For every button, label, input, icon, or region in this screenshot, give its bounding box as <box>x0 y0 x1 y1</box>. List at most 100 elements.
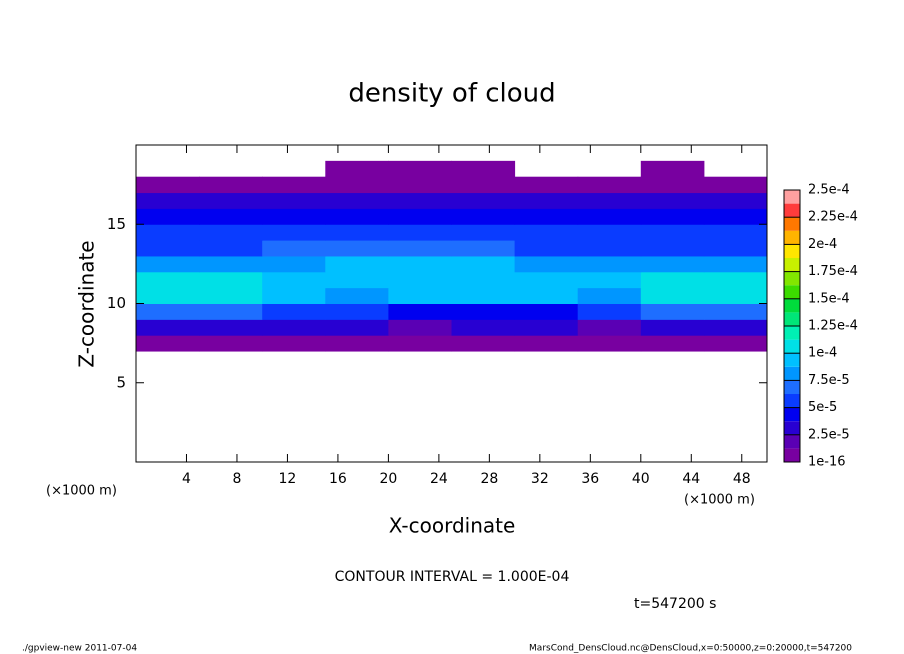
y-tick-label: 5 <box>116 373 126 391</box>
colorbar-swatch <box>784 448 800 462</box>
colorbar-swatch <box>784 434 800 449</box>
footer: ./gpview-new 2011-07-04 <box>22 644 137 654</box>
cell <box>199 287 263 304</box>
cell <box>577 224 642 241</box>
colorbar-swatch <box>784 244 800 258</box>
cell <box>514 303 579 320</box>
colorbar-label: 2.5e-5 <box>808 427 850 442</box>
cell <box>136 208 200 225</box>
cell <box>325 335 389 352</box>
cell <box>703 319 768 336</box>
cell <box>514 335 579 352</box>
cell <box>325 240 389 257</box>
cell <box>136 303 200 320</box>
cell <box>577 255 642 273</box>
cell <box>325 287 389 304</box>
cell <box>262 240 326 257</box>
cell <box>136 176 200 194</box>
cell <box>514 176 579 194</box>
colorbar-swatch <box>784 217 800 231</box>
y-tick-label: 10 <box>107 294 126 312</box>
cell <box>325 255 389 273</box>
colorbar-swatch <box>784 339 800 354</box>
cell <box>136 335 200 352</box>
cell <box>325 224 389 241</box>
cell <box>640 271 705 289</box>
cell <box>136 319 200 336</box>
cell <box>325 271 389 289</box>
cell <box>136 224 200 241</box>
cell <box>262 303 326 320</box>
x-tick-label: 44 <box>682 471 700 487</box>
colorbar-swatch <box>784 366 800 381</box>
x-tick-label: 20 <box>379 471 397 487</box>
colorbar-swatch <box>784 407 800 422</box>
cell <box>388 208 452 225</box>
cell <box>388 240 452 257</box>
cell <box>703 208 768 225</box>
colorbar-label: 2e-4 <box>808 237 837 252</box>
x-tick-label: 16 <box>329 471 347 487</box>
colorbar-swatch <box>784 421 800 435</box>
cell <box>262 224 326 241</box>
colorbar-label: 7.5e-5 <box>808 373 850 388</box>
cell <box>640 224 705 241</box>
cell <box>640 240 705 257</box>
colorbar-swatch <box>784 312 800 326</box>
cell <box>199 335 263 352</box>
x-tick-label: 28 <box>480 471 498 487</box>
cell <box>388 287 452 304</box>
field <box>136 160 768 352</box>
cell <box>136 255 200 273</box>
cell <box>388 271 452 289</box>
cell <box>577 192 642 209</box>
cell <box>388 160 452 178</box>
cell <box>703 192 768 209</box>
cell <box>640 176 705 194</box>
cell <box>199 240 263 257</box>
cell <box>136 271 200 289</box>
colorbar-label: 1.75e-4 <box>808 264 858 279</box>
cell <box>703 335 768 352</box>
cell <box>325 208 389 225</box>
cell <box>262 271 326 289</box>
cell <box>388 255 452 273</box>
cell <box>388 224 452 241</box>
cell <box>451 160 516 178</box>
cell <box>199 319 263 336</box>
x-tick-label: 48 <box>733 471 751 487</box>
x-unit: (×1000 m) <box>684 493 755 508</box>
cell <box>262 192 326 209</box>
cell <box>199 224 263 241</box>
cell <box>262 208 326 225</box>
cell <box>514 192 579 209</box>
colorbar-swatch <box>784 394 800 408</box>
cell <box>451 176 516 194</box>
colorbar-label: 1.5e-4 <box>808 291 850 306</box>
cell <box>514 224 579 241</box>
cell <box>451 208 516 225</box>
cell <box>388 192 452 209</box>
cell <box>514 319 579 336</box>
x-unit: (×1000 m) <box>46 484 117 499</box>
cell <box>640 335 705 352</box>
cell <box>325 303 389 320</box>
contour-note: CONTOUR INTERVAL = 1.000E-04 <box>335 569 570 585</box>
colorbar-label: 2.5e-4 <box>808 183 850 198</box>
colorbar-label: 5e-5 <box>808 400 837 415</box>
cell <box>388 176 452 194</box>
x-tick-label: 4 <box>182 471 191 487</box>
cell <box>262 335 326 352</box>
cell <box>640 287 705 304</box>
cell <box>640 319 705 336</box>
cell <box>136 192 200 209</box>
colorbar-label: 1e-4 <box>808 346 837 361</box>
cell <box>451 303 516 320</box>
cell <box>325 192 389 209</box>
x-tick-label: 32 <box>531 471 549 487</box>
cell <box>199 208 263 225</box>
chart-title: density of cloud <box>348 79 555 109</box>
cell <box>451 271 516 289</box>
x-tick-label: 12 <box>279 471 297 487</box>
